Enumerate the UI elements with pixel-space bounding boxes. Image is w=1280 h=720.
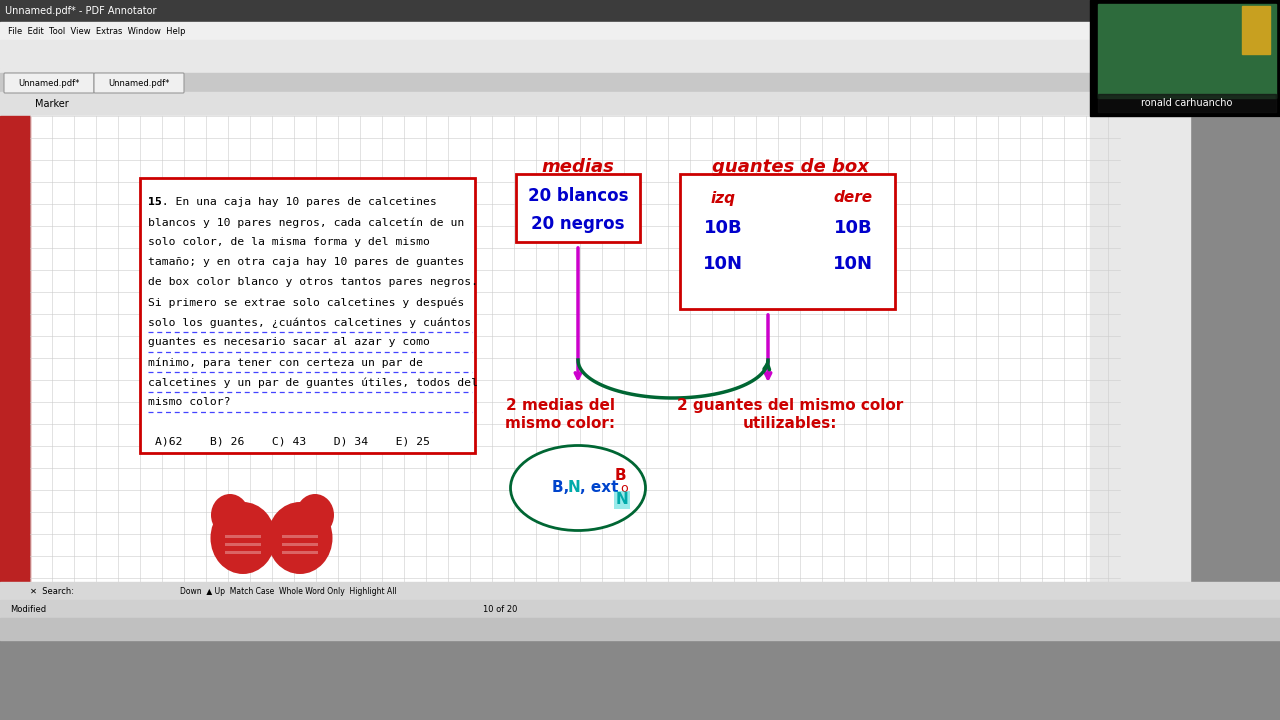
Text: medias: medias [541,158,614,176]
Text: Modified: Modified [10,606,46,614]
Text: 10N: 10N [833,255,873,273]
FancyBboxPatch shape [4,73,93,93]
Bar [0,116,29,591]
Text: mismo color?: mismo color? [148,397,230,407]
Text: calcetines y un par de guantes útiles, todos del: calcetines y un par de guantes útiles, t… [148,377,477,387]
Text: guantes de box: guantes de box [712,158,868,176]
Text: mismo color:: mismo color: [504,416,616,431]
Ellipse shape [210,502,275,574]
Bar [1098,94,1276,112]
Text: de box color blanco y otros tantos pares negros.: de box color blanco y otros tantos pares… [148,277,477,287]
Text: guantes es necesario sacar al azar y como: guantes es necesario sacar al azar y com… [148,337,430,347]
Text: solo los guantes, ¿cuántos calcetines y cuántos: solo los guantes, ¿cuántos calcetines y … [148,317,471,328]
Text: 10 of 20: 10 of 20 [483,606,517,614]
Text: 10N: 10N [703,255,742,273]
Bar [0,0,1280,22]
Bar [225,543,261,546]
Text: ronald carhuancho: ronald carhuancho [1142,98,1233,108]
Text: Marker: Marker [35,99,69,109]
Text: 2 guantes del mismo color: 2 guantes del mismo color [677,398,904,413]
Text: N: N [616,492,628,508]
Bar [225,551,261,554]
Bar [282,543,317,546]
Text: tamaño; y en otra caja hay 10 pares de guantes: tamaño; y en otra caja hay 10 pares de g… [148,257,465,267]
Text: , ext: , ext [580,480,618,495]
Text: Down  ▲ Up  Match Case  Whole Word Only  Highlight All: Down ▲ Up Match Case Whole Word Only Hig… [180,587,397,595]
Text: utilizables:: utilizables: [742,416,837,431]
Bar [29,116,1091,591]
Bar [0,40,1280,68]
Text: solo color, de la misma forma y del mismo: solo color, de la misma forma y del mism… [148,237,430,247]
Bar [1098,4,1276,98]
FancyBboxPatch shape [93,73,184,93]
Text: izq: izq [710,191,736,205]
Bar [0,582,1280,600]
Text: N: N [568,480,581,495]
Ellipse shape [511,446,645,531]
Bar [0,73,1280,95]
Bar [0,68,1280,78]
Text: B: B [614,469,626,484]
Bar [0,618,1280,640]
Ellipse shape [211,494,250,536]
Ellipse shape [268,502,333,574]
Text: File  Edit  Tool  View  Extras  Window  Help: File Edit Tool View Extras Window Help [8,27,186,35]
Text: blancos y 10 pares negros, cada calcetín de un: blancos y 10 pares negros, cada calcetín… [148,217,465,228]
Bar [680,174,895,309]
Text: 20 negros: 20 negros [531,215,625,233]
Text: 15. En una caja hay 10 pares de calcetines: 15. En una caja hay 10 pares de calcetin… [148,197,436,207]
Text: Unnamed.pdf*: Unnamed.pdf* [109,78,170,88]
Text: mínimo, para tener con certeza un par de: mínimo, para tener con certeza un par de [148,357,422,367]
Text: Unnamed.pdf* - PDF Annotator: Unnamed.pdf* - PDF Annotator [5,6,156,16]
Bar [516,174,640,242]
Ellipse shape [296,494,334,536]
Bar [1091,116,1190,591]
Bar [140,178,475,453]
Text: B,: B, [552,480,575,495]
Bar [1242,6,1270,54]
Text: dere: dere [833,191,873,205]
Text: 15: 15 [148,197,161,207]
Text: 20 blancos: 20 blancos [527,187,628,205]
Text: Unnamed.pdf*: Unnamed.pdf* [18,78,79,88]
Text: ✕  Search:: ✕ Search: [29,587,74,595]
Bar [0,92,1280,116]
Bar [0,600,1280,620]
Bar [1091,0,1280,116]
Text: o: o [621,482,627,495]
Text: 10B: 10B [704,219,742,237]
Text: Si primero se extrae solo calcetines y después: Si primero se extrae solo calcetines y d… [148,297,465,307]
Bar [282,551,317,554]
Bar [0,22,1280,40]
Text: A)62    B) 26    C) 43    D) 34    E) 25: A)62 B) 26 C) 43 D) 34 E) 25 [155,437,430,447]
Text: 2 medias del: 2 medias del [506,398,614,413]
Text: 10B: 10B [833,219,872,237]
Bar [282,535,317,538]
Bar [225,535,261,538]
